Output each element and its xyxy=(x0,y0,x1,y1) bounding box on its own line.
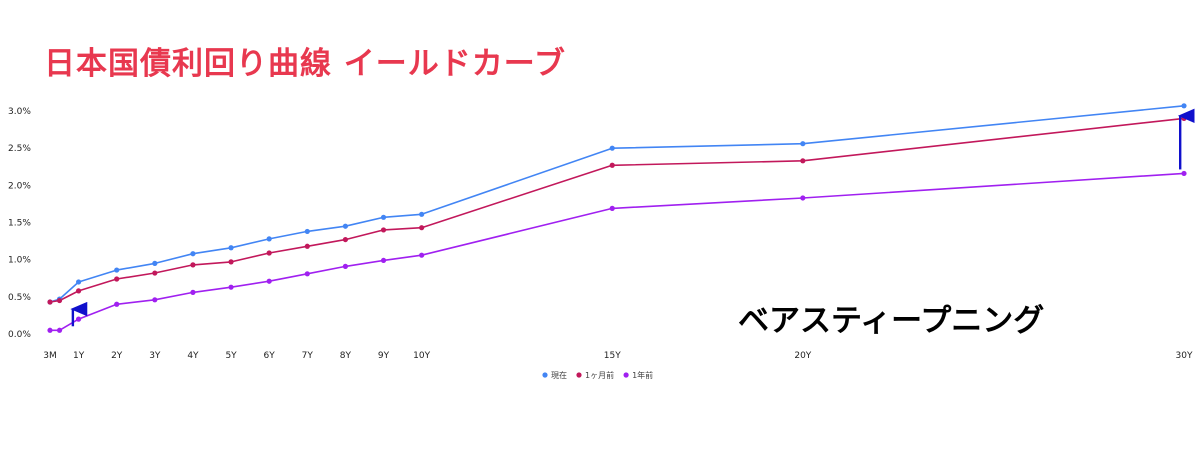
data-point xyxy=(152,260,158,266)
series-lines xyxy=(49,105,1185,332)
legend-label-0: 現在 xyxy=(551,370,567,380)
y-axis: 0.0% 0.5% 1.0% 1.5% 2.0% 2.5% 3.0% xyxy=(8,107,31,340)
y-tick-label: 0.5% xyxy=(8,293,31,303)
x-tick-label: 8Y xyxy=(340,351,352,361)
data-point xyxy=(304,271,310,277)
data-point xyxy=(380,214,387,220)
data-point xyxy=(419,225,425,231)
x-tick-label: 6Y xyxy=(264,351,276,361)
x-tick-label: 5Y xyxy=(225,351,237,361)
x-tick-label: 3M xyxy=(43,351,57,361)
data-point xyxy=(47,327,53,333)
data-point xyxy=(190,251,196,257)
x-tick-label: 15Y xyxy=(604,351,621,361)
data-point xyxy=(304,243,310,249)
data-point xyxy=(609,205,615,211)
data-point xyxy=(228,259,234,265)
data-point xyxy=(1181,103,1187,109)
data-point xyxy=(342,263,349,269)
x-axis: 3M 1Y 2Y 3Y 4Y 5Y 6Y 7Y 8Y 9Y 10Y 15Y 20Y 30Y xyxy=(43,351,1193,361)
data-point xyxy=(342,223,349,229)
series-line-0 xyxy=(49,105,1185,303)
data-point xyxy=(152,270,158,276)
data-point xyxy=(114,301,120,307)
data-point xyxy=(75,316,82,322)
data-point xyxy=(228,245,234,251)
y-tick-label: 1.5% xyxy=(8,219,31,229)
y-tick-label: 2.5% xyxy=(8,144,31,154)
data-point xyxy=(75,279,82,285)
x-tick-label: 4Y xyxy=(187,351,199,361)
legend-label-2: 1年前 xyxy=(632,370,653,380)
series-points xyxy=(47,103,1187,333)
data-point xyxy=(56,297,63,304)
data-point xyxy=(609,162,615,168)
y-tick-label: 3.0% xyxy=(8,107,31,117)
data-point xyxy=(47,299,53,305)
x-tick-label: 3Y xyxy=(149,351,161,361)
data-point xyxy=(800,141,806,147)
data-point xyxy=(266,250,272,256)
data-point xyxy=(190,289,196,295)
data-point xyxy=(56,327,63,333)
data-point xyxy=(609,145,615,151)
chart-title: 日本国債利回り曲線 イールドカーブ xyxy=(44,46,566,82)
series-line-2 xyxy=(50,172,1185,332)
series-line-1 xyxy=(49,117,1185,303)
data-point xyxy=(114,267,120,273)
data-point xyxy=(380,257,387,264)
x-tick-label: 30Y xyxy=(1176,351,1193,361)
data-point xyxy=(266,236,272,242)
x-tick-label: 9Y xyxy=(378,351,390,361)
legend-marker-0 xyxy=(542,372,548,378)
x-tick-label: 20Y xyxy=(794,351,811,361)
x-tick-label: 7Y xyxy=(302,351,314,361)
data-point xyxy=(800,195,806,201)
data-point xyxy=(114,276,120,282)
bear-steepening-annotation: ベアスティープニング xyxy=(738,303,1045,339)
data-point xyxy=(419,252,425,258)
legend-marker-1 xyxy=(576,372,582,378)
data-point xyxy=(380,227,387,233)
data-point xyxy=(228,284,234,290)
data-point xyxy=(304,228,310,235)
data-point xyxy=(152,297,158,303)
legend-marker-2 xyxy=(623,372,629,378)
y-tick-label: 1.0% xyxy=(8,256,31,266)
legend: 現在 1ヶ月前 1年前 xyxy=(542,370,653,380)
arrows xyxy=(70,108,1195,327)
data-point xyxy=(75,288,82,294)
x-tick-label: 2Y xyxy=(111,351,123,361)
legend-label-1: 1ヶ月前 xyxy=(585,370,614,380)
data-point xyxy=(266,278,272,284)
y-tick-label: 0.0% xyxy=(8,330,31,340)
data-point xyxy=(190,262,196,268)
data-point xyxy=(419,211,425,217)
x-tick-label: 10Y xyxy=(413,351,430,361)
data-point xyxy=(1181,170,1187,177)
x-tick-label: 1Y xyxy=(73,351,85,361)
data-point xyxy=(1181,115,1187,122)
y-tick-label: 2.0% xyxy=(8,181,31,191)
data-point xyxy=(800,158,806,164)
data-point xyxy=(342,236,349,243)
